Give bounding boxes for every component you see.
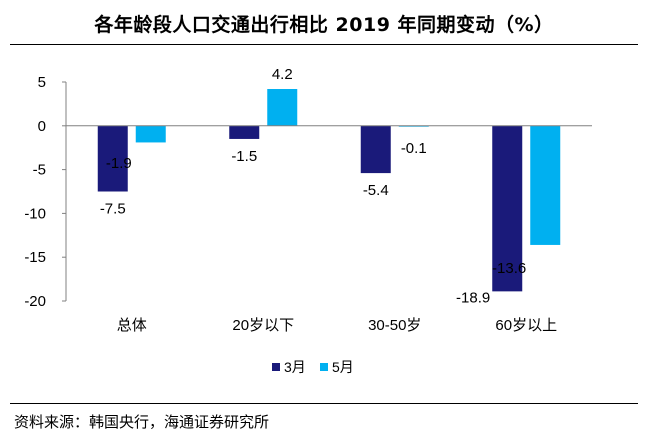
data-label: -1.9 — [106, 155, 132, 172]
source-note: 资料来源：韩国央行，海通证券研究所 — [14, 413, 270, 431]
data-label: -13.6 — [492, 260, 526, 277]
bar-group — [97, 89, 561, 292]
bar-march — [97, 125, 128, 192]
y-tick-label: -10 — [24, 205, 46, 222]
bar-may — [135, 125, 166, 143]
y-tick-label: -15 — [24, 249, 46, 266]
y-tick-label: 5 — [38, 74, 46, 91]
data-label: -7.5 — [100, 201, 126, 218]
legend-label: 3月 — [284, 359, 306, 375]
data-label: -0.1 — [401, 140, 427, 157]
source-divider — [10, 403, 638, 404]
legend: 3月 5月 — [272, 359, 354, 375]
data-label: -1.5 — [231, 148, 257, 165]
bar-chart: 5 0 -5 -10 -15 -20 -7.5 -1.9 -1.5 4.2 -5.4 -0.1 -18… — [24, 66, 592, 375]
bar-may — [267, 89, 298, 126]
legend-label: 5月 — [332, 359, 354, 375]
x-tick-label: 30-50岁 — [368, 317, 421, 334]
chart-title: 各年龄段人口交通出行相比 2019 年同期变动（%） — [94, 14, 554, 36]
y-tick-label: -5 — [33, 162, 46, 179]
bar-march — [360, 125, 391, 174]
bar-may — [530, 125, 561, 245]
data-label: -18.9 — [456, 289, 490, 306]
data-labels: -7.5 -1.9 -1.5 4.2 -5.4 -0.1 -18.9-13.6 — [100, 66, 526, 306]
legend-swatch — [272, 363, 280, 371]
data-label: 4.2 — [272, 66, 293, 83]
y-tick-label: 0 — [38, 118, 46, 135]
x-axis: 总体 20岁以下 30-50岁 60岁以上 — [66, 125, 592, 334]
x-tick-label: 60岁以上 — [495, 317, 557, 334]
data-label: -5.4 — [363, 182, 389, 199]
legend-swatch — [320, 363, 328, 371]
title-divider — [10, 44, 638, 45]
x-tick-label: 总体 — [117, 317, 147, 334]
y-tick-label: -20 — [24, 293, 46, 310]
x-tick-label: 20岁以下 — [232, 317, 294, 334]
y-axis: 5 0 -5 -10 -15 -20 — [24, 74, 67, 310]
bar-march — [229, 125, 260, 139]
bar-march — [492, 125, 523, 292]
